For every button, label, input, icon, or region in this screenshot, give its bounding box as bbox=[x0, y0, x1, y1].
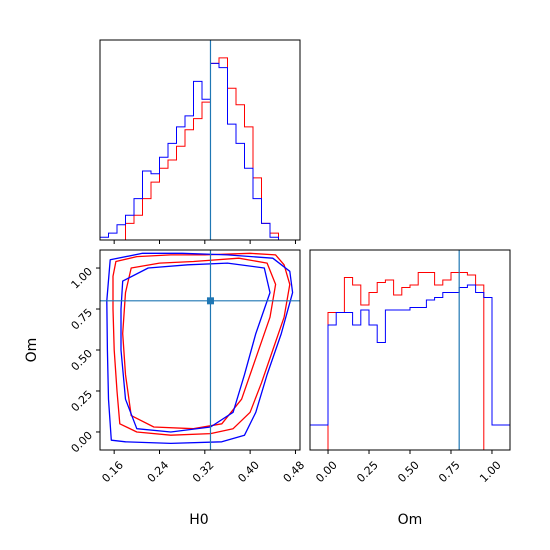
contour-red-inner bbox=[122, 257, 277, 430]
h0-hist-series-blue bbox=[100, 62, 287, 241]
om-hist-frame bbox=[309, 249, 511, 451]
om-y-tick-label-3: 0.75 bbox=[69, 306, 96, 333]
contour-red-outer bbox=[112, 252, 291, 436]
om-x-tick-label-1: 0.25 bbox=[354, 459, 381, 486]
h0-hist-frame bbox=[99, 39, 301, 241]
om-y-tick-label-0: 0.00 bbox=[69, 429, 96, 456]
om-x-tick-label-4: 1.00 bbox=[477, 459, 504, 486]
om-y-tick-label-2: 0.50 bbox=[69, 347, 96, 374]
contour-blue-outer bbox=[106, 252, 294, 445]
h0-hist-series-red bbox=[100, 57, 287, 241]
om-histogram-panel: 0.00 0.25 0.50 0.75 1.00 bbox=[309, 249, 511, 486]
h0-x-tick-label-2: 0.32 bbox=[190, 459, 217, 486]
h0-om-contour-panel: 0.16 0.24 0.32 0.40 0.48 0.00 0.25 0.50 0.75 1.00 bbox=[69, 249, 308, 486]
contour-blue-inner bbox=[120, 262, 271, 433]
om-y-tick-label-1: 0.25 bbox=[69, 388, 96, 415]
x-axis-label-om: Om bbox=[398, 512, 423, 528]
x-axis-label-h0: H0 bbox=[189, 512, 208, 528]
om-hist-series-red bbox=[310, 272, 510, 451]
h0-histogram-panel bbox=[99, 39, 301, 244]
om-x-tick-label-0: 0.00 bbox=[313, 459, 340, 486]
h0-x-tick-label-3: 0.40 bbox=[235, 459, 262, 486]
contour-frame bbox=[99, 249, 301, 451]
h0-x-tick-label-4: 0.48 bbox=[281, 459, 308, 486]
h0-x-tick-label-0: 0.16 bbox=[99, 459, 126, 486]
y-axis-label-om: Om bbox=[24, 338, 40, 363]
om-y-tick-label-4: 1.00 bbox=[69, 265, 96, 292]
om-x-tick-label-2: 0.50 bbox=[395, 459, 422, 486]
om-hist-series-blue bbox=[310, 284, 510, 426]
truth-marker bbox=[206, 297, 214, 305]
h0-x-tick-label-1: 0.24 bbox=[145, 459, 172, 486]
om-x-tick-label-3: 0.75 bbox=[436, 459, 463, 486]
